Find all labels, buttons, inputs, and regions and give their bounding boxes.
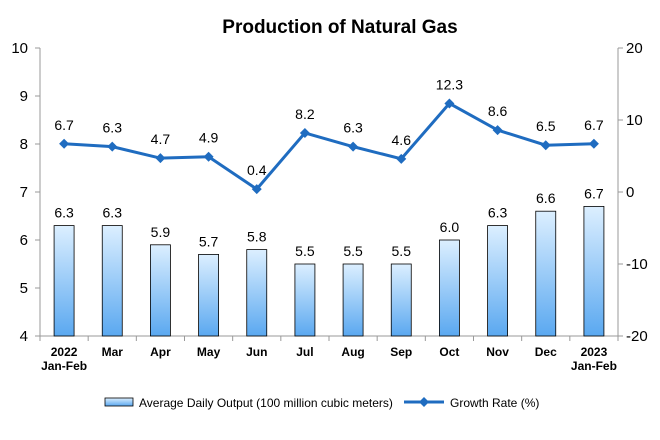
bar-value-label: 5.5: [295, 243, 315, 259]
right-tick-label: -20: [626, 328, 648, 345]
line-value-label: 12.3: [436, 76, 463, 92]
legend-bar-swatch: [104, 397, 134, 407]
bar-value-label: 5.5: [392, 243, 412, 259]
line-value-label: 8.6: [488, 103, 508, 119]
bar: [487, 225, 508, 337]
bar: [390, 263, 412, 337]
bar-series: [53, 205, 605, 337]
bar: [294, 263, 316, 337]
bar: [439, 239, 460, 337]
legend-line-label: Growth Rate (%): [450, 396, 539, 410]
bar-value-label: 5.9: [151, 224, 171, 240]
bar: [198, 253, 219, 337]
right-tick-label: 20: [626, 40, 643, 57]
left-tick-label: 8: [20, 136, 28, 153]
legend-line-marker: [419, 397, 429, 407]
bar-value-label: 5.5: [343, 243, 363, 259]
line-value-label: 8.2: [295, 106, 315, 122]
bar-value-label: 6.6: [536, 190, 556, 206]
category-label: Mar: [102, 345, 124, 359]
legend-bar-label: Average Daily Output (100 million cubic …: [139, 396, 393, 410]
legend: Average Daily Output (100 million cubic …: [104, 396, 539, 410]
bar: [535, 210, 557, 337]
line-point: [251, 184, 262, 195]
line-value-label: 4.9: [199, 130, 219, 146]
left-tick-label: 4: [20, 328, 28, 345]
bar: [150, 244, 171, 337]
category-label: Jul: [296, 345, 313, 359]
line-value-label: 0.4: [247, 162, 267, 178]
line-point: [203, 151, 214, 162]
category-label: Apr: [150, 345, 171, 359]
left-tick-label: 6: [20, 232, 28, 249]
line-value-label: 6.7: [584, 117, 604, 133]
line-point: [59, 138, 70, 149]
line-point: [588, 138, 599, 149]
category-label: Jun: [246, 345, 267, 359]
category-label: 2022: [51, 345, 78, 359]
category-label: Jan-Feb: [571, 359, 617, 373]
growth-line: [63, 101, 594, 192]
category-label: Oct: [439, 345, 459, 359]
line-value-label: 4.6: [392, 132, 412, 148]
line-point: [299, 127, 310, 138]
bar-value-label: 6.0: [440, 219, 460, 235]
category-label: Sep: [390, 345, 412, 359]
line-point: [396, 153, 407, 164]
bar: [101, 225, 123, 337]
bar-value-label: 6.3: [54, 205, 74, 221]
category-label: 2023: [581, 345, 608, 359]
line-point: [107, 141, 118, 152]
line-series: [59, 98, 599, 195]
category-label: Jan-Feb: [41, 359, 87, 373]
bar-value-label: 5.8: [247, 229, 267, 245]
category-label: Dec: [535, 345, 557, 359]
right-tick-label: 0: [626, 184, 634, 201]
bar-value-label: 6.7: [584, 185, 604, 201]
category-label: May: [197, 345, 221, 359]
bar: [583, 205, 605, 337]
left-tick-label: 9: [20, 88, 28, 105]
line-point: [492, 125, 503, 136]
right-tick-label: 10: [626, 112, 643, 129]
bar-value-label: 5.7: [199, 233, 219, 249]
line-value-label: 6.3: [343, 120, 363, 136]
axes: 4 5 6 7 8 9 10 -20 -10 0 10 20: [11, 40, 647, 345]
bar: [246, 249, 268, 337]
category-label: Aug: [341, 345, 364, 359]
line-point: [540, 140, 551, 151]
left-tick-label: 5: [20, 280, 28, 297]
line-value-label: 4.7: [151, 131, 171, 147]
bar-value-label: 6.3: [488, 205, 508, 221]
bar-value-label: 6.3: [103, 205, 123, 221]
line-value-label: 6.5: [536, 118, 556, 134]
category-label: Nov: [486, 345, 509, 359]
data-labels: 6.3 6.3 5.9 5.7 5.8 5.5 5.5 5.5 6.0 6.3 6.6 6.7 6.7 6…: [54, 76, 604, 259]
bar: [342, 263, 364, 337]
line-value-label: 6.7: [54, 117, 74, 133]
line-point: [155, 153, 166, 164]
line-point: [444, 98, 455, 109]
left-tick-label: 10: [11, 40, 28, 57]
bar: [53, 225, 75, 337]
line-point: [348, 141, 359, 152]
left-tick-label: 7: [20, 184, 28, 201]
line-value-label: 6.3: [103, 120, 123, 136]
right-tick-label: -10: [626, 256, 648, 273]
chart-title: Production of Natural Gas: [222, 17, 457, 38]
